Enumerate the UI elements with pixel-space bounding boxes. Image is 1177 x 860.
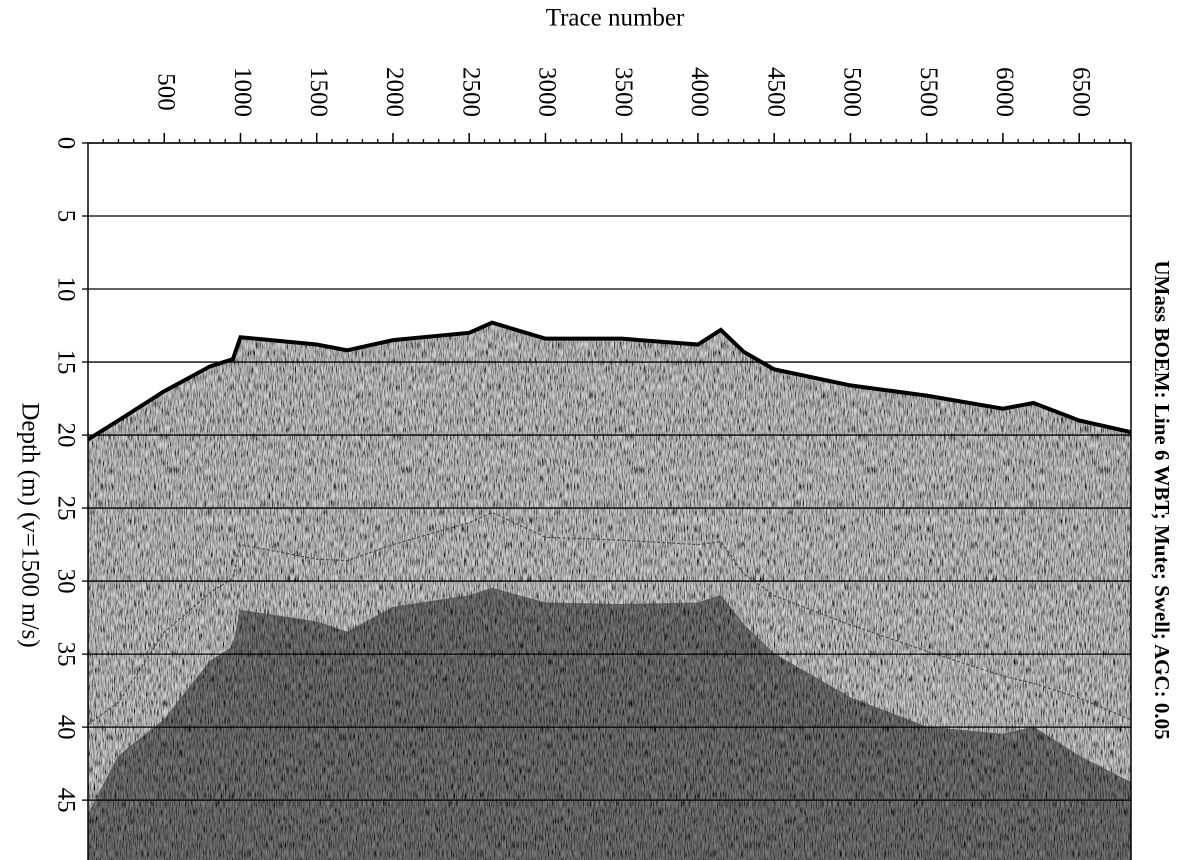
x-tick-label: 2500 bbox=[457, 67, 484, 117]
layer-area bbox=[88, 588, 1131, 860]
chart-title: UMass BOEM: Line 6 WBT; Mute; Swell; AGC… bbox=[1150, 260, 1174, 739]
x-tick-label: 5500 bbox=[915, 67, 942, 117]
x-tick-label: 1000 bbox=[229, 67, 256, 117]
x-tick-label: 500 bbox=[153, 73, 180, 111]
x-tick-label: 4500 bbox=[762, 67, 789, 117]
x-tick-label: 1500 bbox=[305, 67, 332, 117]
x-tick-label: 6000 bbox=[991, 67, 1018, 117]
plot-frame bbox=[87, 142, 1132, 860]
y-tick-label: 40 bbox=[52, 715, 79, 740]
x-tick-label: 5000 bbox=[839, 67, 866, 117]
y-tick-label: 45 bbox=[52, 788, 79, 813]
y-tick-label: 20 bbox=[52, 423, 79, 448]
y-tick-label: 30 bbox=[52, 569, 79, 594]
y-axis-title: Depth (m) (v=1500 m/s) bbox=[16, 402, 43, 647]
plot-area bbox=[88, 320, 1131, 860]
x-tick-label: 3500 bbox=[610, 67, 637, 117]
y-tick-label: 5 bbox=[52, 210, 79, 223]
y-tick-label: 15 bbox=[52, 350, 79, 375]
x-tick-label: 2000 bbox=[381, 67, 408, 117]
x-tick-label: 3000 bbox=[534, 67, 561, 117]
x-tick-label: 6500 bbox=[1067, 67, 1094, 117]
y-tick-label: 25 bbox=[52, 496, 79, 521]
y-tick-label: 35 bbox=[52, 642, 79, 667]
x-axis-title: Trace number bbox=[546, 5, 685, 32]
x-tick-label: 4000 bbox=[686, 67, 713, 117]
reflector-line bbox=[88, 587, 1131, 815]
y-tick-label: 10 bbox=[52, 277, 79, 302]
y-tick-label: 0 bbox=[52, 137, 79, 150]
